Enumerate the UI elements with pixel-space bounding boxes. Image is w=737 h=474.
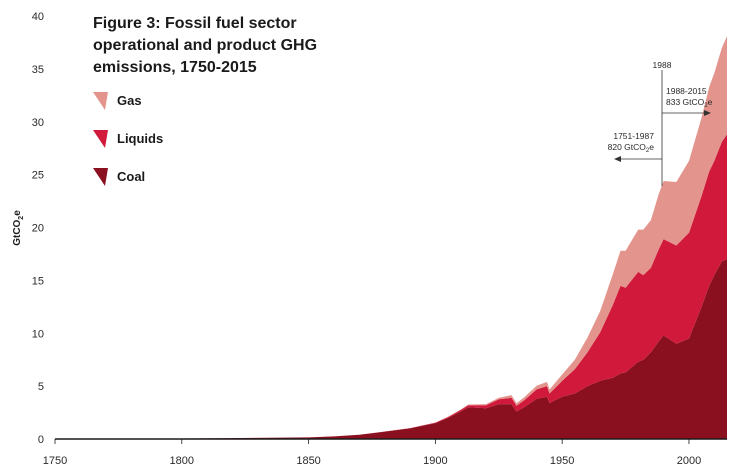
title-line-2: operational and product GHG (93, 37, 317, 54)
y-tick-label-0: 0 (38, 434, 44, 446)
x-tick-label-1800: 1800 (170, 455, 194, 467)
y-tick-label-20: 20 (32, 223, 44, 235)
annotation-after-1988: 1988-2015 833 GtCO2e (662, 86, 713, 116)
y-axis-label: GtCO2e (12, 210, 25, 246)
legend-swatch-gas (93, 92, 108, 110)
stacked-area-layer (55, 36, 727, 439)
title-line-1: Figure 3: Fossil fuel sector (93, 15, 297, 32)
y-tick-label-40: 40 (32, 11, 44, 23)
x-tick-label-1750: 1750 (43, 455, 67, 467)
legend: Gas Liquids Coal (93, 92, 163, 186)
annotation-after-line2: 833 GtCO2e (666, 97, 713, 109)
x-tick-label-2000: 2000 (677, 455, 701, 467)
y-tick-label-25: 25 (32, 170, 44, 182)
annotation-before-1988: 1751-1987 820 GtCO2e (608, 131, 662, 162)
y-tick-label-5: 5 (38, 381, 44, 393)
y-tick-label-10: 10 (32, 328, 44, 340)
axes-layer: 1750 1800 1850 1900 1950 2000 0 5 10 15 20 25 30 35 40 (32, 11, 727, 467)
y-tick-label-15: 15 (32, 275, 44, 287)
legend-label-gas: Gas (117, 93, 142, 108)
x-tick-label-1950: 1950 (550, 455, 574, 467)
x-tick-label-1850: 1850 (296, 455, 320, 467)
legend-item-coal: Coal (93, 168, 145, 186)
legend-swatch-coal (93, 168, 108, 186)
legend-item-liquids: Liquids (93, 130, 163, 148)
legend-item-gas: Gas (93, 92, 142, 110)
legend-label-liquids: Liquids (117, 131, 163, 146)
annotation-after-line1: 1988-2015 (666, 86, 707, 96)
annotation-before-arrow-head (614, 156, 621, 162)
legend-swatch-liquids (93, 130, 108, 148)
annotation-before-line1: 1751-1987 (613, 131, 654, 141)
annotation-1988-label: 1988 (653, 60, 672, 70)
chart-title: Figure 3: Fossil fuel sector operational… (93, 15, 317, 76)
title-line-3: emissions, 1750-2015 (93, 59, 257, 76)
legend-label-coal: Coal (117, 169, 145, 184)
annotation-before-line2: 820 GtCO2e (608, 142, 655, 154)
y-tick-label-30: 30 (32, 117, 44, 129)
annotation-1988: 1988 (653, 60, 672, 186)
annotation-after-arrow-head (704, 110, 711, 116)
x-tick-label-1900: 1900 (423, 455, 447, 467)
area-coal (55, 259, 727, 439)
y-tick-label-35: 35 (32, 64, 44, 76)
